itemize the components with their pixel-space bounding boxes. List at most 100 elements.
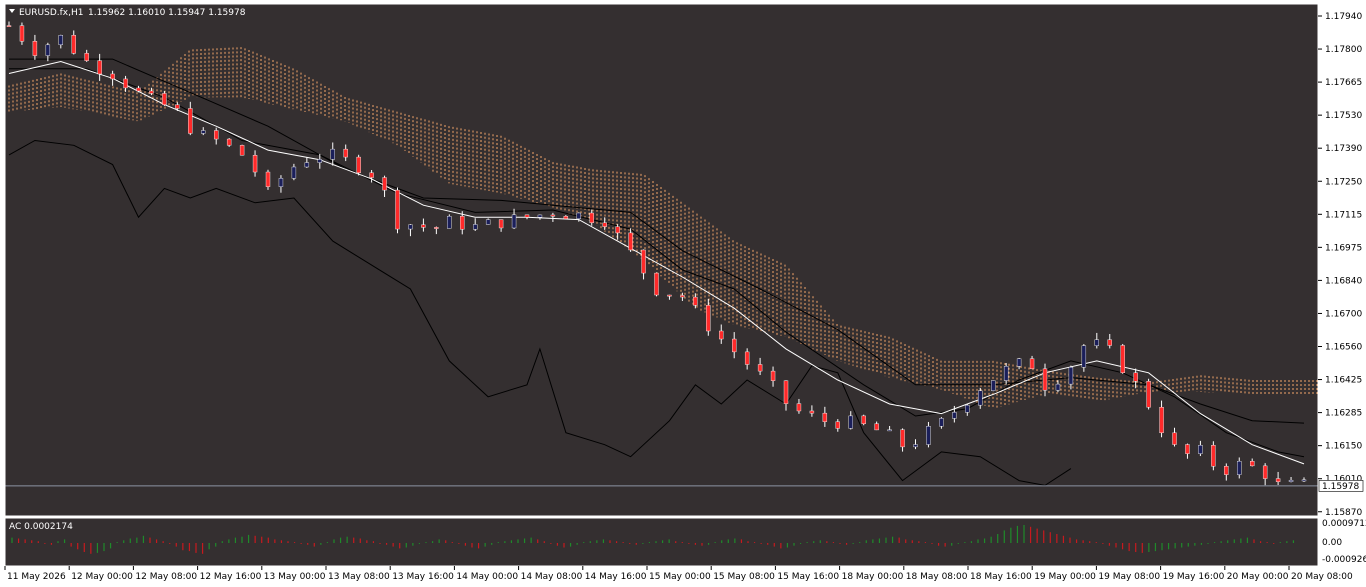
candle-body: [6, 25, 12, 27]
candle-body: [19, 25, 25, 42]
candle-body: [330, 148, 335, 160]
candle-body: [770, 370, 776, 381]
candle-body: [434, 227, 439, 229]
candle-body: [32, 41, 38, 56]
candle-body: [162, 93, 167, 105]
time-tick-label: 15 May 00:00: [649, 572, 711, 582]
candle-body: [576, 212, 581, 220]
main-pane-frame: [4, 3, 1319, 517]
candle-body: [265, 171, 271, 187]
candle-body: [667, 294, 672, 297]
current-price-tag: 1.15978: [1318, 480, 1364, 492]
time-tick-label: 13 May 08:00: [328, 572, 390, 582]
candle-body: [589, 212, 594, 223]
candle-body: [1249, 461, 1255, 467]
candle-body: [900, 429, 905, 448]
indicator-tick-label: 0.0009712: [1322, 519, 1366, 529]
price-tick-label: 1.17250: [1325, 177, 1362, 187]
price-axis[interactable]: 1.17940 1.17800 1.17665 1.17530 1.17390 1.172…: [1318, 12, 1362, 518]
indicator-axis: 0.0009712 0.00 -0.000926: [1322, 519, 1366, 565]
candle-body: [926, 426, 931, 445]
candle-body: [1094, 339, 1100, 346]
candle-body: [796, 403, 802, 412]
time-tick-label: 11 May 2026: [7, 572, 66, 582]
price-tick-label: 1.16285: [1325, 409, 1362, 419]
candle-body: [1081, 345, 1087, 368]
candle-body: [421, 224, 426, 228]
candle-body: [460, 216, 465, 230]
current-price-value: 1.15978: [1322, 482, 1359, 492]
candle-body: [1301, 479, 1307, 482]
candle-body: [732, 338, 737, 353]
candle-body: [706, 305, 711, 332]
candle-body: [719, 330, 724, 340]
candle-body: [447, 216, 452, 229]
time-tick-label: 12 May 16:00: [200, 572, 262, 582]
time-axis[interactable]: 11 May 2026 12 May 00:00 12 May 08:00 12 Ma…: [4, 566, 1353, 582]
triangle-down-icon[interactable]: [9, 9, 15, 13]
price-tick-label: 1.16425: [1325, 376, 1362, 386]
candle-body: [991, 380, 996, 391]
price-tick-label: 1.16700: [1325, 309, 1362, 319]
candle-body: [952, 412, 957, 419]
indicator-pane[interactable]: [5, 518, 1318, 566]
candle-body: [84, 53, 89, 61]
time-tick-label: 20 May 08:00: [1291, 572, 1353, 582]
price-tick-label: 1.17530: [1325, 111, 1362, 121]
time-tick-label: 20 May 00:00: [1227, 572, 1289, 582]
candle-body: [965, 404, 970, 413]
time-tick-label: 18 May 08:00: [906, 572, 968, 582]
candle-body: [1068, 367, 1074, 385]
candle-body: [226, 138, 232, 146]
candle-body: [291, 166, 297, 179]
candle-body: [693, 296, 698, 306]
candle-body: [1185, 444, 1190, 454]
candle-body: [628, 232, 633, 251]
price-tick-label: 1.17115: [1325, 210, 1362, 220]
time-tick-label: 14 May 00:00: [456, 572, 518, 582]
price-tick-label: 1.17800: [1325, 45, 1362, 55]
time-tick-label: 13 May 16:00: [392, 572, 454, 582]
price-tick-label: 1.17665: [1325, 78, 1362, 88]
candle-body: [550, 214, 556, 217]
candle-body: [524, 214, 530, 218]
price-tick-label: 1.15870: [1325, 508, 1362, 518]
time-tick-label: 12 May 00:00: [71, 572, 133, 582]
candle-body: [45, 44, 51, 56]
candle-body: [1029, 358, 1035, 370]
candle-body: [744, 351, 750, 365]
indicator-tick-label: -0.000926: [1322, 555, 1366, 565]
time-tick-label: 19 May 00:00: [1034, 572, 1096, 582]
time-tick-label: 15 May 08:00: [713, 572, 775, 582]
candle-body: [175, 104, 180, 109]
price-tick-label: 1.16560: [1325, 343, 1362, 353]
ohlc-readout: 1.15962 1.16010 1.15947 1.15978: [88, 8, 246, 18]
candles: [6, 21, 1307, 486]
candle-body: [317, 159, 322, 163]
candle-body: [356, 156, 361, 174]
candle-body: [1275, 478, 1281, 482]
candle-body: [1003, 366, 1009, 381]
ac-histogram: [11, 525, 1295, 554]
time-tick-label: 15 May 16:00: [777, 572, 839, 582]
candle-body: [887, 429, 892, 432]
candle-body: [408, 224, 413, 230]
candle-body: [485, 219, 491, 225]
candle-body: [369, 172, 374, 178]
candle-body: [1198, 445, 1203, 454]
candle-body: [913, 444, 918, 448]
candle-body: [537, 214, 543, 218]
price-tick-label: 1.16975: [1325, 243, 1362, 253]
candle-body: [1133, 372, 1138, 382]
ichimoku-cloud: [4, 47, 1318, 409]
candle-body: [1055, 383, 1061, 391]
candle-body: [1172, 432, 1177, 445]
indicator-label: AC 0.0002174: [9, 522, 73, 532]
candle-body: [304, 162, 310, 168]
candle-body: [1146, 381, 1151, 408]
price-tick-label: 1.16150: [1325, 442, 1362, 452]
symbol-label: EURUSD.fx,H1: [19, 8, 83, 18]
time-tick-label: 12 May 08:00: [135, 572, 197, 582]
candle-body: [783, 380, 789, 404]
